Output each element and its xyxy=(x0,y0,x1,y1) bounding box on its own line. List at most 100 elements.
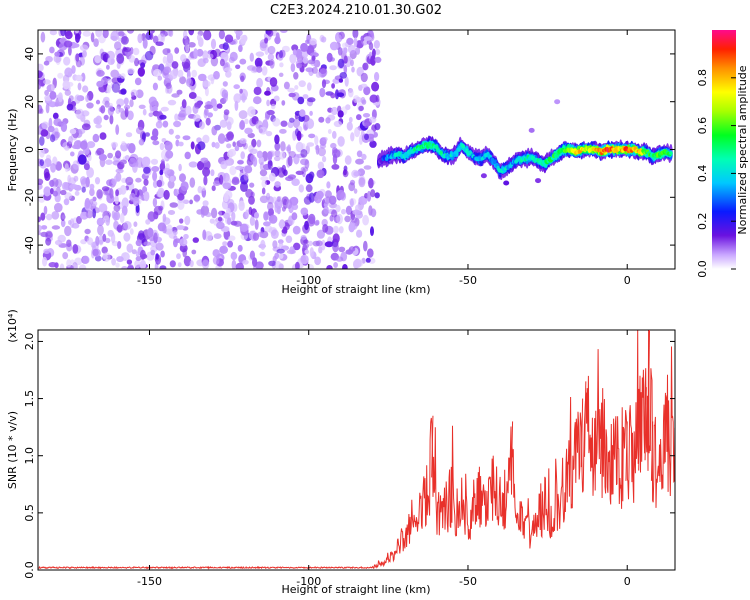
heatmap-noise-cell xyxy=(38,224,42,232)
heatmap-signal-cell xyxy=(669,151,673,155)
heatmap-noise-cell xyxy=(249,216,255,226)
heatmap-noise-cell xyxy=(300,254,309,265)
heatmap-noise-cell xyxy=(157,222,167,232)
heatmap-noise-cell xyxy=(328,195,337,205)
heatmap-noise-cell xyxy=(265,130,273,137)
y-tick-label: 2.0 xyxy=(23,333,36,351)
heatmap-noise-cell xyxy=(104,237,111,244)
heatmap-noise-cell xyxy=(256,139,262,148)
heatmap-noise-cell xyxy=(327,129,332,134)
heatmap-noise-cell xyxy=(132,196,140,207)
heatmap-noise-cell xyxy=(292,49,297,56)
heatmap-noise-cell xyxy=(100,105,106,114)
heatmap-noise-cell xyxy=(89,188,95,197)
heatmap-noise-cell xyxy=(99,132,107,140)
heatmap-noise-cell xyxy=(182,248,187,258)
heatmap-noise-cell xyxy=(52,112,59,120)
x-tick-label: -50 xyxy=(459,274,477,287)
heatmap-noise-cell xyxy=(318,116,325,123)
heatmap-noise-cell xyxy=(324,190,332,199)
x-tick-label: 0 xyxy=(624,575,631,588)
heatmap-noise-cell xyxy=(64,163,69,173)
heatmap-noise-cell xyxy=(63,40,73,48)
heatmap-noise-cell xyxy=(225,70,232,78)
heatmap-noise-cell xyxy=(211,185,216,192)
heatmap-noise-cell xyxy=(289,117,295,123)
heatmap-noise-cell xyxy=(124,155,130,161)
heatmap-noise-cell xyxy=(352,30,359,39)
heatmap-noise-cell xyxy=(48,101,57,108)
heatmap-noise-cell xyxy=(152,171,158,182)
heatmap-noise-cell xyxy=(331,209,338,218)
heatmap-noise-cell xyxy=(244,127,253,135)
heatmap-noise-cell xyxy=(162,56,167,64)
heatmap-noise-cell xyxy=(252,96,262,105)
heatmap-noise-cell xyxy=(238,44,243,53)
heatmap-noise-cell xyxy=(202,134,210,144)
snr-peak-mark xyxy=(647,330,651,427)
heatmap-noise-cell xyxy=(49,134,56,143)
heatmap-noise-cell xyxy=(330,142,337,149)
y-tick-label: 20 xyxy=(23,95,36,109)
heatmap-noise-cell xyxy=(117,31,125,37)
y-tick-label: -20 xyxy=(23,188,36,206)
heatmap-noise-cell xyxy=(268,214,278,224)
heatmap-noise-cell xyxy=(61,214,66,220)
heatmap-noise-cell xyxy=(365,257,371,263)
heatmap-noise-cell xyxy=(102,254,108,260)
y-tick-label: 1.0 xyxy=(23,447,36,465)
heatmap-noise-cell xyxy=(143,241,151,246)
heatmap-noise-cell xyxy=(230,251,238,261)
heatmap-noise-cell xyxy=(69,128,77,135)
heatmap-noise-cell xyxy=(343,55,348,64)
heatmap-noise-cell xyxy=(237,160,244,165)
heatmap-noise-cell xyxy=(66,239,72,248)
heatmap-noise-cell xyxy=(325,117,331,124)
heatmap-noise-cell xyxy=(222,241,228,247)
heatmap-noise-cell xyxy=(247,106,256,117)
heatmap-noise-cell xyxy=(96,217,105,227)
heatmap-noise-cell xyxy=(302,56,309,64)
heatmap-noise-cell xyxy=(152,105,158,112)
heatmap-noise-cell xyxy=(75,108,85,120)
heatmap-noise-cell xyxy=(267,30,274,37)
heatmap-noise-cell xyxy=(356,229,363,238)
heatmap-noise-cell xyxy=(129,228,134,235)
heatmap-noise-cell xyxy=(73,175,79,182)
heatmap-noise-cell xyxy=(110,141,118,148)
heatmap-noise-cell xyxy=(54,51,60,57)
heatmap-noise-cell xyxy=(180,181,189,192)
heatmap-noise-cell xyxy=(126,110,134,121)
heatmap-noise-cell xyxy=(145,132,150,137)
heatmap-noise-cell xyxy=(147,227,154,238)
y-tick-label: -40 xyxy=(23,236,36,254)
heatmap-noise-cell xyxy=(74,94,81,104)
heatmap-noise-cell xyxy=(355,47,361,55)
heatmap-noise-cell xyxy=(160,250,165,258)
heatmap-noise-cell xyxy=(222,81,228,87)
heatmap-noise-cell xyxy=(281,100,286,106)
heatmap-noise-cell xyxy=(362,63,367,71)
heatmap-noise-cell xyxy=(309,38,317,46)
y-tick-label: 0 xyxy=(23,146,36,153)
heatmap-noise-cell xyxy=(45,237,52,246)
heatmap-noise-cell xyxy=(197,160,204,171)
heatmap-noise-cell xyxy=(81,110,90,117)
heatmap-noise-cell xyxy=(261,187,266,195)
heatmap-noise-cell xyxy=(178,141,184,147)
heatmap-noise-cell xyxy=(153,232,158,244)
heatmap-noise-cell xyxy=(162,217,171,225)
heatmap-noise-cell xyxy=(315,71,322,78)
heatmap-noise-cell xyxy=(85,94,90,103)
heatmap-signal-cell xyxy=(528,127,535,133)
heatmap-noise-cell xyxy=(239,88,243,94)
heatmap-noise-cell xyxy=(300,166,309,172)
heatmap-noise-cell xyxy=(105,159,113,165)
heatmap-noise-cell xyxy=(68,95,74,102)
heatmap-noise-cell xyxy=(143,166,151,174)
heatmap-noise-cell xyxy=(70,151,75,157)
heatmap-noise-cell xyxy=(353,188,358,194)
heatmap-noise-cell xyxy=(291,212,298,221)
heatmap-noise-cell xyxy=(101,186,110,192)
